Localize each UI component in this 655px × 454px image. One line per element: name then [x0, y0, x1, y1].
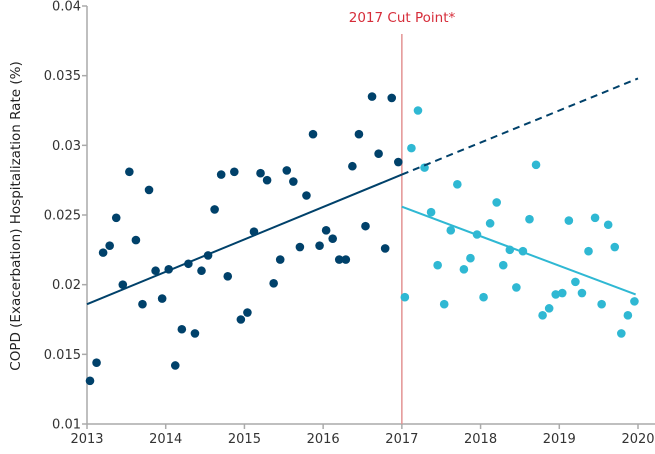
- data-point: [236, 315, 246, 324]
- data-point: [151, 266, 160, 276]
- x-tick-label: 2017: [385, 432, 418, 447]
- data-point: [433, 260, 442, 270]
- data-point: [216, 170, 226, 179]
- data-point: [361, 221, 370, 231]
- data-point: [321, 226, 331, 235]
- data-point: [610, 242, 620, 252]
- data-point: [223, 272, 233, 281]
- data-point: [367, 92, 377, 101]
- data-point: [492, 198, 501, 207]
- data-point: [131, 235, 141, 245]
- x-tick-label: 2015: [228, 432, 261, 447]
- data-point: [125, 167, 134, 177]
- data-point: [630, 297, 639, 306]
- data-point: [564, 216, 574, 225]
- data-point: [118, 280, 128, 289]
- y-tick-label: 0.015: [44, 348, 81, 363]
- data-point: [577, 288, 587, 298]
- y-tick-label: 0.01: [52, 418, 81, 433]
- data-point: [308, 129, 318, 139]
- data-point: [334, 255, 344, 264]
- data-point: [289, 177, 298, 186]
- x-tick-label: 2014: [149, 432, 182, 447]
- data-point: [551, 290, 561, 299]
- data-point: [302, 191, 311, 200]
- data-point: [354, 129, 364, 139]
- x-tick-label: 2018: [464, 432, 497, 447]
- x-tick-label: 2016: [307, 432, 340, 447]
- data-point: [170, 361, 180, 370]
- data-point: [256, 168, 265, 178]
- data-point: [243, 308, 252, 317]
- data-point: [459, 265, 469, 274]
- data-point: [498, 260, 508, 270]
- data-point: [177, 324, 187, 334]
- data-point: [479, 292, 488, 302]
- data-point: [348, 161, 357, 171]
- data-point: [393, 157, 403, 167]
- x-tick-label: 2019: [543, 432, 576, 447]
- y-tick-label: 0.025: [44, 209, 81, 224]
- data-point: [407, 143, 416, 153]
- data-point: [623, 311, 633, 320]
- post-trend-line: [401, 205, 636, 296]
- y-tick-label: 0.02: [52, 278, 81, 293]
- data-point: [230, 167, 239, 177]
- pre-trend-line: [86, 173, 403, 306]
- data-point: [341, 255, 351, 264]
- data-point: [190, 329, 200, 338]
- x-tick-label: 2013: [70, 432, 103, 447]
- data-point: [590, 213, 600, 223]
- data-point: [597, 299, 606, 309]
- cut-point-label: 2017 Cut Point*: [349, 10, 456, 26]
- data-point: [512, 283, 521, 292]
- y-tick-label: 0.03: [52, 139, 81, 154]
- data-point: [157, 294, 167, 303]
- data-point: [275, 255, 285, 264]
- data-point: [380, 244, 390, 253]
- data-point: [525, 214, 534, 224]
- y-axis-label: COPD (Exacerbation) Hospitalization Rate…: [8, 61, 24, 370]
- data-point: [538, 311, 547, 320]
- data-point: [111, 213, 121, 223]
- data-point: [603, 220, 613, 230]
- data-point: [446, 226, 456, 235]
- data-point: [466, 253, 475, 263]
- data-point: [617, 329, 626, 338]
- data-point: [269, 278, 278, 288]
- data-point: [413, 106, 423, 115]
- x-tick-label: 2020: [621, 432, 654, 447]
- data-point: [85, 376, 95, 386]
- data-point: [295, 242, 305, 252]
- data-point: [387, 93, 397, 103]
- data-point: [557, 288, 567, 298]
- data-point: [98, 248, 108, 257]
- data-point: [531, 160, 541, 170]
- data-point: [426, 207, 436, 217]
- data-point: [92, 358, 101, 367]
- data-point: [138, 299, 147, 309]
- data-point: [584, 246, 593, 256]
- chart-marks: [85, 34, 639, 424]
- data-point: [571, 277, 580, 287]
- data-point: [374, 149, 383, 158]
- data-point: [210, 205, 219, 214]
- data-point: [282, 166, 292, 175]
- data-point: [400, 292, 410, 302]
- data-point: [315, 241, 324, 250]
- axes: 0.01 0.015 0.02 0.025 0.03 0.035 0.04 2013 2014 2…: [44, 0, 655, 447]
- data-point: [485, 219, 495, 228]
- data-point: [453, 180, 462, 189]
- y-tick-label: 0.035: [44, 69, 81, 84]
- data-point: [144, 185, 154, 195]
- y-tick-label: 0.04: [52, 0, 81, 15]
- data-point: [328, 234, 337, 243]
- data-point: [439, 299, 449, 309]
- pre-trend-projection-line: [401, 77, 639, 176]
- data-point: [105, 241, 114, 250]
- data-point: [262, 175, 272, 185]
- data-point: [197, 266, 206, 276]
- data-point: [544, 304, 554, 313]
